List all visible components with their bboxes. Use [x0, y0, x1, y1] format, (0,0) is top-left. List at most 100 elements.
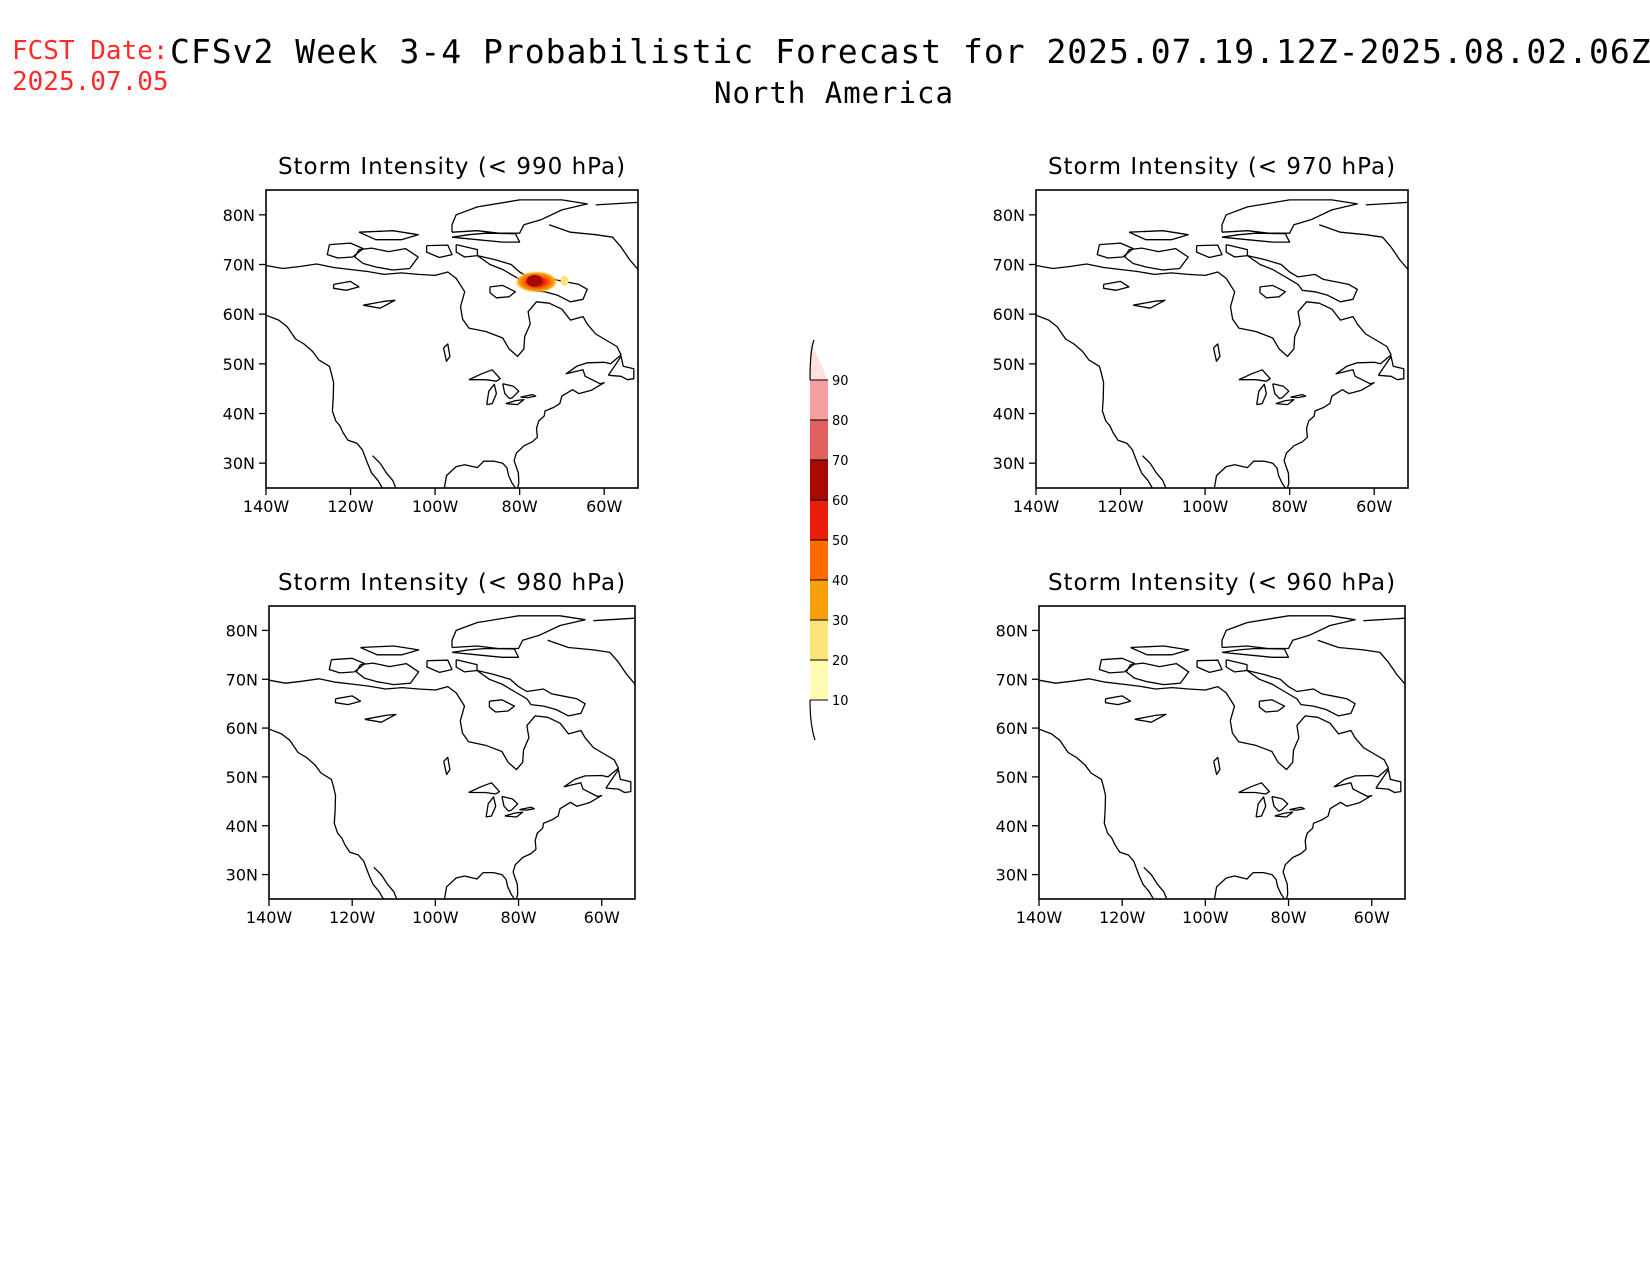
lon-tick-label: 60W [1354, 908, 1390, 927]
map-frame [268, 605, 636, 900]
colorbar-segment [810, 660, 828, 700]
colorbar-label: 60 [832, 494, 849, 509]
coastline [488, 699, 516, 713]
coastline [1195, 244, 1223, 259]
coastline [1225, 243, 1249, 258]
coastline [1142, 455, 1167, 488]
coastline [593, 617, 635, 622]
coastline [1271, 795, 1289, 812]
coastline [476, 669, 586, 717]
coastline [266, 263, 622, 488]
map-panel-960: Storm Intensity (< 960 hPa) 30N 40N 50N 60N… [996, 570, 1406, 927]
coastline [1258, 699, 1286, 713]
coastline [443, 756, 451, 776]
coastline [1375, 768, 1402, 794]
map-background [1036, 190, 1408, 488]
coastline [485, 796, 497, 818]
coastline [1098, 657, 1136, 674]
map-background [1039, 606, 1405, 899]
coastline [455, 243, 479, 258]
coastline [1318, 224, 1408, 271]
colorbar-label: 10 [832, 694, 849, 709]
map-body [1039, 606, 1405, 899]
coastline-group [266, 199, 638, 488]
lon-tick-label: 140W [1013, 497, 1060, 516]
coastline [1130, 645, 1190, 656]
lat-tick-label: 70N [226, 670, 258, 689]
lon-tick-label: 120W [327, 497, 374, 516]
coastline [547, 639, 635, 685]
coastline [360, 645, 420, 656]
coastline [1221, 647, 1290, 658]
coastline [425, 244, 453, 259]
coastline [269, 678, 620, 899]
map-background [266, 190, 638, 488]
lat-tick-label: 60N [223, 305, 255, 324]
coastline [501, 795, 519, 812]
lon-tick-label: 120W [329, 908, 376, 927]
lat-tick-label: 80N [996, 621, 1028, 640]
lat-tick-label: 50N [996, 768, 1028, 787]
map-body [269, 606, 635, 899]
coastline [1039, 678, 1390, 899]
coastline [363, 299, 396, 309]
coastline [519, 806, 535, 811]
lat-tick-label: 40N [223, 405, 255, 424]
lon-ticks: 140W 120W 100W 80W 60W [243, 488, 622, 516]
map-panel-970: Storm Intensity (< 970 hPa) 30N 40N 50N 60N… [993, 154, 1409, 516]
colorbar-segment [810, 460, 828, 500]
colorbar-segment [810, 580, 828, 620]
coastline [451, 647, 520, 658]
lat-tick-label: 40N [993, 405, 1025, 424]
lon-tick-label: 140W [243, 497, 290, 516]
panel-title: Storm Intensity (< 970 hPa) [1048, 154, 1396, 180]
hotspot-fringe [560, 275, 569, 286]
colorbar-segment [810, 380, 828, 420]
lon-tick-label: 60W [1356, 497, 1392, 516]
coastline [1213, 756, 1221, 776]
lon-tick-label: 80W [500, 908, 536, 927]
coastline [455, 659, 478, 673]
page-title: CFSv2 Week 3-4 Probabilistic Forecast fo… [170, 32, 1650, 71]
colorbar-label: 90 [832, 374, 849, 389]
colorbar-label: 30 [832, 614, 849, 629]
coastline [1124, 247, 1189, 271]
coastline [1102, 280, 1130, 291]
coastline [504, 811, 524, 818]
map-background [269, 606, 635, 899]
panel-title: Storm Intensity (< 960 hPa) [1048, 570, 1396, 596]
coastline-group [1036, 199, 1408, 488]
map-panel-980: Storm Intensity (< 980 hPa) 30N 40N 50N 60N… [226, 570, 636, 927]
coastline [1290, 393, 1307, 399]
colorbar-label: 20 [832, 654, 849, 669]
coastline [1255, 796, 1267, 818]
coastline [1274, 811, 1294, 818]
coastline [520, 393, 537, 399]
colorbar-segment [810, 420, 828, 460]
coastline [354, 247, 419, 271]
panel-title: Storm Intensity (< 980 hPa) [278, 570, 626, 596]
lon-tick-label: 100W [1182, 497, 1229, 516]
lon-tick-label: 140W [1016, 908, 1063, 927]
coastline [595, 201, 638, 206]
coastline [451, 232, 521, 243]
lat-tick-label: 40N [226, 817, 258, 836]
coastline [505, 398, 525, 406]
coastline [1128, 230, 1189, 241]
coastline [426, 659, 453, 674]
lat-ticks: 30N 40N 50N 60N 70N 80N [996, 621, 1039, 885]
coastline [266, 314, 383, 488]
coastline [1039, 728, 1154, 899]
coastline [1256, 383, 1268, 406]
forecast-date-block: FCST Date: 2025.07.05 [12, 36, 169, 98]
coastline [443, 871, 515, 899]
coastline [328, 657, 366, 674]
coastline [1125, 662, 1190, 686]
lon-tick-label: 100W [412, 908, 459, 927]
lat-tick-label: 30N [226, 866, 258, 885]
lon-tick-label: 120W [1099, 908, 1146, 927]
lon-ticks: 140W 120W 100W 80W 60W [1016, 899, 1390, 927]
page-subtitle: North America [714, 76, 954, 110]
coastline [1289, 806, 1305, 811]
hotspot-core [526, 274, 543, 287]
